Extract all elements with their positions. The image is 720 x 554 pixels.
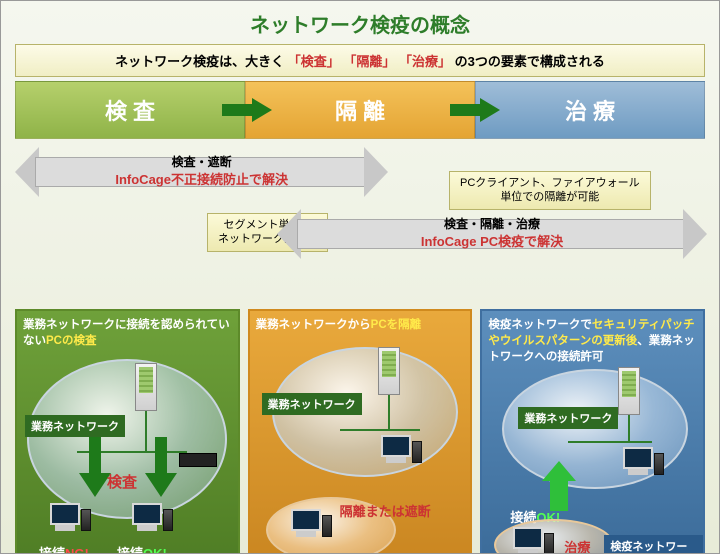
subtitle-kw-2: 「隔離」 — [343, 54, 395, 69]
page-title: ネットワーク検疫の概念 — [1, 1, 719, 44]
panel1-status-left: 接続NG! — [39, 543, 89, 554]
panel2-server-icon — [378, 347, 400, 395]
panel3-quarantine-label: 検疫ネットワーク — [604, 535, 703, 554]
panel1-pc-left-icon — [47, 503, 83, 537]
panel3-pc-q-icon — [510, 527, 546, 554]
panel2-title: 業務ネットワークからPCを隔離 — [256, 317, 465, 351]
panels-row: 業務ネットワークに接続を認められていないPCの検査 業務ネットワーク 検査 接続… — [15, 309, 705, 554]
panel3-title: 検疫ネットワークでセキュリティパッチやウイルスパターンの更新後、業務ネットワーク… — [488, 317, 697, 365]
callout-right-l1: PCクライアント、ファイアウォール — [460, 176, 640, 190]
panel1-check-arrow-left-icon — [71, 437, 111, 497]
arrow-bar-top: 検査・遮断 InfoCage不正接続防止で解決 — [15, 147, 388, 197]
arrow-bar-bottom: 検査・隔離・治療 InfoCage PC検疫で解決 — [277, 209, 707, 259]
panel1-status-right: 接続OK! — [117, 543, 167, 554]
panel3-server-icon — [618, 367, 640, 415]
panel1-network-oval — [27, 359, 227, 519]
panel-isolate: 業務ネットワークからPCを隔離 業務ネットワーク 隔離または遮断 — [248, 309, 473, 554]
panel1-title: 業務ネットワークに接続を認められていないPCの検査 — [23, 317, 232, 351]
stage-row: 検 査 隔 離 治 療 — [15, 81, 705, 139]
stage-cure: 治 療 — [475, 81, 705, 139]
arrow-top-line2: InfoCage不正接続防止で解決 — [45, 171, 358, 189]
subtitle-bar: ネットワーク検疫は、大きく 「検査」 「隔離」 「治療」 の3つの要素で構成され… — [15, 44, 705, 77]
stage-inspect: 検 査 — [15, 81, 245, 139]
stage-arrow-1-icon — [222, 98, 272, 122]
subtitle-kw-3: 「治療」 — [399, 54, 451, 69]
panel1-check-label: 検査 — [107, 471, 137, 492]
panel1-server-icon — [135, 363, 157, 411]
callout-right: PCクライアント、ファイアウォール 単位での隔離が可能 — [449, 171, 651, 210]
subtitle-kw-1: 「検査」 — [288, 54, 340, 69]
arrow-top-line1: 検査・遮断 — [45, 154, 358, 171]
panel-inspect: 業務ネットワークに接続を認められていないPCの検査 業務ネットワーク 検査 接続… — [15, 309, 240, 554]
panel1-router-icon — [179, 453, 217, 467]
panel1-check-arrow-right-icon — [137, 437, 177, 497]
panel2-iso-label: 隔離または遮断 — [340, 501, 431, 520]
panel3-cure-label: 治療 — [564, 537, 590, 554]
subtitle-prefix: ネットワーク検疫は、大きく — [115, 54, 284, 69]
panel-cure: 検疫ネットワークでセキュリティパッチやウイルスパターンの更新後、業務ネットワーク… — [480, 309, 705, 554]
arrow-bot-line1: 検査・隔離・治療 — [307, 216, 677, 233]
arrow-bot-line2: InfoCage PC検疫で解決 — [307, 233, 677, 251]
stage-arrow-2-icon — [450, 98, 500, 122]
callout-right-l2: 単位での隔離が可能 — [460, 190, 640, 204]
diagram-canvas: ネットワーク検疫の概念 ネットワーク検疫は、大きく 「検査」 「隔離」 「治療」… — [0, 0, 720, 554]
panel3-connect-arrow-icon — [542, 461, 576, 511]
panel2-pc-iso-icon — [288, 509, 324, 543]
stage-isolate: 隔 離 — [245, 81, 475, 139]
panel3-pc-net-icon — [620, 447, 656, 481]
panel2-net-label: 業務ネットワーク — [262, 393, 362, 415]
subtitle-suffix: の3つの要素で構成される — [455, 54, 605, 69]
panel3-net-label: 業務ネットワーク — [518, 407, 618, 429]
panel1-net-label: 業務ネットワーク — [25, 415, 125, 437]
panel2-pc-net-icon — [378, 435, 414, 469]
panel1-pc-right-icon — [129, 503, 165, 537]
